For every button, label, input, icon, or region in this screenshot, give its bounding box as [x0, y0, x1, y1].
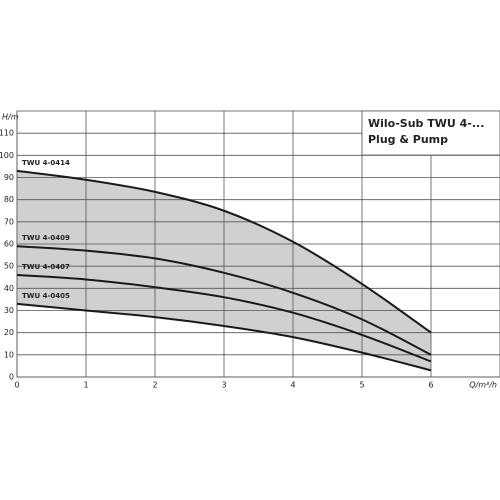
pump-curve	[16, 169, 432, 334]
x-tick-label: 4	[290, 381, 295, 390]
x-axis-label: Q/m³/h	[469, 381, 497, 390]
x-tick-label: 3	[221, 381, 226, 390]
y-tick-label: 70	[4, 217, 14, 226]
x-tick-label: 0	[14, 381, 19, 390]
y-tick-label: 80	[4, 195, 14, 204]
x-tick-label: 2	[152, 381, 157, 390]
x-tick-label: 6	[428, 381, 433, 390]
y-tick-label: 110	[0, 129, 14, 138]
y-tick-label: 30	[4, 306, 14, 315]
y-tick-label: 0	[9, 373, 14, 382]
curve-label: TWU 4-0407	[22, 263, 70, 271]
y-axis-label: H/m	[2, 113, 19, 122]
y-tick-label: 50	[4, 262, 14, 271]
pump-curve	[16, 302, 432, 372]
curve-label: TWU 4-0414	[22, 159, 70, 167]
y-tick-label: 100	[0, 151, 14, 160]
plot: 0 10 20 30 40 50 60 70 80 90 100 110 0 1 2 3 4 5 6 TWU 4-04…	[0, 110, 500, 390]
y-tick-label: 10	[4, 350, 14, 359]
pump-curve	[16, 245, 432, 356]
curve-label: TWU 4-0405	[22, 292, 70, 300]
x-tick-label: 5	[359, 381, 364, 390]
y-tick-label: 20	[4, 328, 14, 337]
x-tick-label: 1	[83, 381, 88, 390]
y-tick-label: 90	[4, 173, 14, 182]
y-tick-label: 40	[4, 284, 14, 293]
title-box	[361, 110, 500, 156]
chart-title: Wilo-Sub TWU 4-...	[368, 117, 484, 130]
y-tick-label: 60	[4, 240, 14, 249]
pump-curve	[16, 274, 432, 363]
curve-label: TWU 4-0409	[22, 234, 70, 242]
chart-subtitle: Plug & Pump	[368, 133, 448, 146]
